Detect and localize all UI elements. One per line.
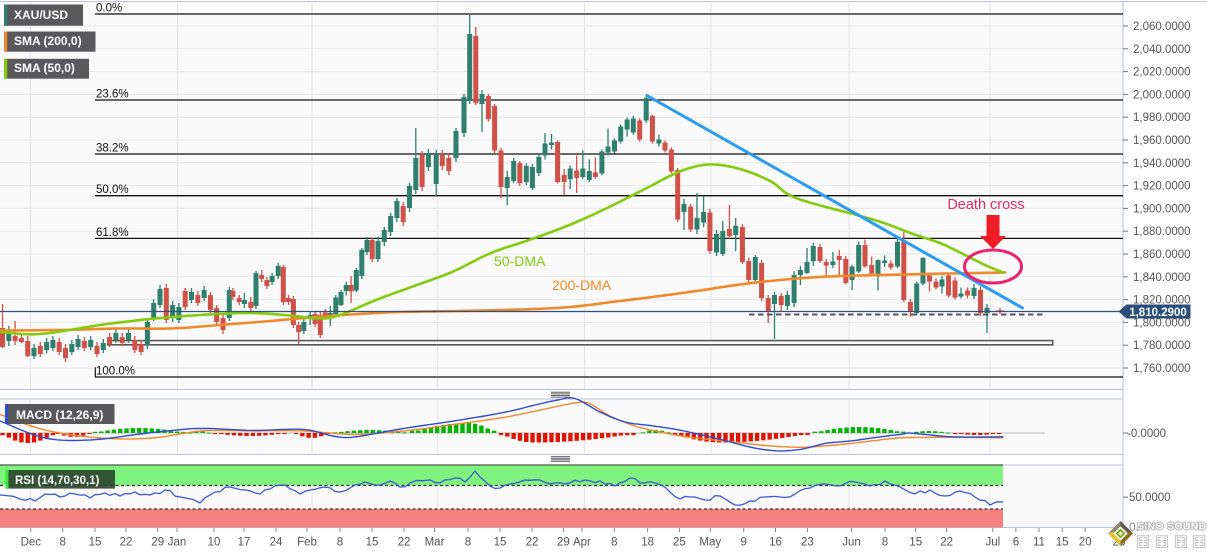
svg-text:15: 15 (89, 537, 102, 549)
svg-text:Feb: Feb (297, 537, 317, 549)
svg-text:9: 9 (740, 537, 746, 549)
svg-text:1,800.0000: 1,800.0000 (1133, 317, 1191, 329)
svg-text:11: 11 (1033, 537, 1045, 549)
svg-text:Jul: Jul (985, 537, 1000, 549)
svg-text:2,060.0000: 2,060.0000 (1133, 21, 1191, 33)
svg-text:8: 8 (611, 537, 617, 549)
svg-text:Apr: Apr (573, 537, 591, 549)
svg-text:17: 17 (238, 537, 251, 549)
svg-text:SINO SOUND: SINO SOUND (1136, 521, 1206, 533)
svg-text:1,820.0000: 1,820.0000 (1133, 295, 1191, 307)
svg-text:29: 29 (151, 537, 164, 549)
svg-text:38.2%: 38.2% (96, 143, 129, 155)
svg-text:-0.0000: -0.0000 (1127, 428, 1166, 440)
svg-text:10: 10 (208, 537, 221, 549)
svg-text:0.: 0. (1129, 520, 1139, 534)
svg-text:15: 15 (494, 537, 507, 549)
svg-text:Mar: Mar (425, 537, 445, 549)
svg-text:SMA (200,0): SMA (200,0) (14, 34, 82, 48)
svg-text:15: 15 (909, 537, 922, 549)
svg-text:1,810.2900: 1,810.2900 (1129, 307, 1187, 319)
svg-text:15: 15 (1056, 537, 1069, 549)
svg-text:6: 6 (1013, 537, 1019, 549)
svg-text:15: 15 (366, 537, 379, 549)
svg-text:8: 8 (59, 537, 65, 549)
svg-text:0.0%: 0.0% (96, 3, 122, 15)
svg-text:1,880.0000: 1,880.0000 (1133, 226, 1191, 238)
svg-text:1,920.0000: 1,920.0000 (1133, 181, 1191, 193)
svg-text:24: 24 (270, 537, 283, 549)
svg-text:Jan: Jan (168, 537, 187, 549)
svg-text:SINO SOUND: SINO SOUND (1138, 520, 1207, 532)
svg-text:20: 20 (1079, 537, 1092, 549)
svg-text:50-DMA: 50-DMA (494, 253, 546, 269)
svg-text:Dec: Dec (21, 537, 42, 549)
svg-text:1,900.0000: 1,900.0000 (1133, 203, 1191, 215)
svg-text:SINO SOUND: SINO SOUND (1136, 521, 1206, 533)
svg-text:22: 22 (940, 537, 953, 549)
svg-text:23: 23 (801, 537, 814, 549)
svg-text:May: May (699, 537, 721, 549)
svg-text:SINO SOUND: SINO SOUND (1137, 521, 1207, 533)
svg-text:2,020.0000: 2,020.0000 (1133, 67, 1191, 79)
svg-text:22: 22 (398, 537, 411, 549)
svg-text:2,040.0000: 2,040.0000 (1133, 44, 1191, 56)
svg-text:61.8%: 61.8% (96, 227, 129, 239)
svg-text:1,980.0000: 1,980.0000 (1133, 112, 1191, 124)
svg-text:SINO SOUND: SINO SOUND (1136, 520, 1206, 532)
svg-text:SMA (50,0): SMA (50,0) (14, 61, 75, 75)
svg-text:Jun: Jun (842, 537, 861, 549)
svg-text:2,000.0000: 2,000.0000 (1133, 89, 1191, 101)
svg-text:1,940.0000: 1,940.0000 (1133, 158, 1191, 170)
svg-text:8: 8 (465, 537, 471, 549)
svg-text:100.0%: 100.0% (96, 366, 135, 378)
svg-text:RSI (14,70,30,1): RSI (14,70,30,1) (15, 475, 100, 487)
svg-text:22: 22 (526, 537, 539, 549)
svg-text:200-DMA: 200-DMA (552, 277, 612, 293)
svg-text:SINO SOUND: SINO SOUND (1137, 521, 1207, 533)
svg-text:1,960.0000: 1,960.0000 (1133, 135, 1191, 147)
svg-text:8: 8 (882, 537, 888, 549)
svg-text:25: 25 (673, 537, 686, 549)
svg-text:SINO SOUND: SINO SOUND (1138, 521, 1207, 533)
svg-text:SINO SOUND: SINO SOUND (1138, 521, 1207, 533)
svg-text:50.0%: 50.0% (96, 184, 129, 196)
svg-text:16: 16 (769, 537, 782, 549)
svg-text:18: 18 (641, 537, 654, 549)
svg-text:22: 22 (120, 537, 133, 549)
svg-text:1,780.0000: 1,780.0000 (1133, 340, 1191, 352)
svg-text:1,860.0000: 1,860.0000 (1133, 249, 1191, 261)
svg-text:MACD (12,26,9): MACD (12,26,9) (16, 408, 103, 422)
svg-text:XAU/USD: XAU/USD (14, 8, 68, 22)
svg-text:29: 29 (557, 537, 570, 549)
svg-text:23.6%: 23.6% (96, 89, 129, 101)
svg-text:1,760.0000: 1,760.0000 (1133, 363, 1191, 375)
svg-text:Death cross: Death cross (947, 197, 1024, 213)
svg-text:8: 8 (337, 537, 343, 549)
svg-text:1,840.0000: 1,840.0000 (1133, 272, 1191, 284)
svg-text:50.0000: 50.0000 (1129, 492, 1171, 504)
svg-text:SINO SOUND: SINO SOUND (1137, 520, 1207, 532)
